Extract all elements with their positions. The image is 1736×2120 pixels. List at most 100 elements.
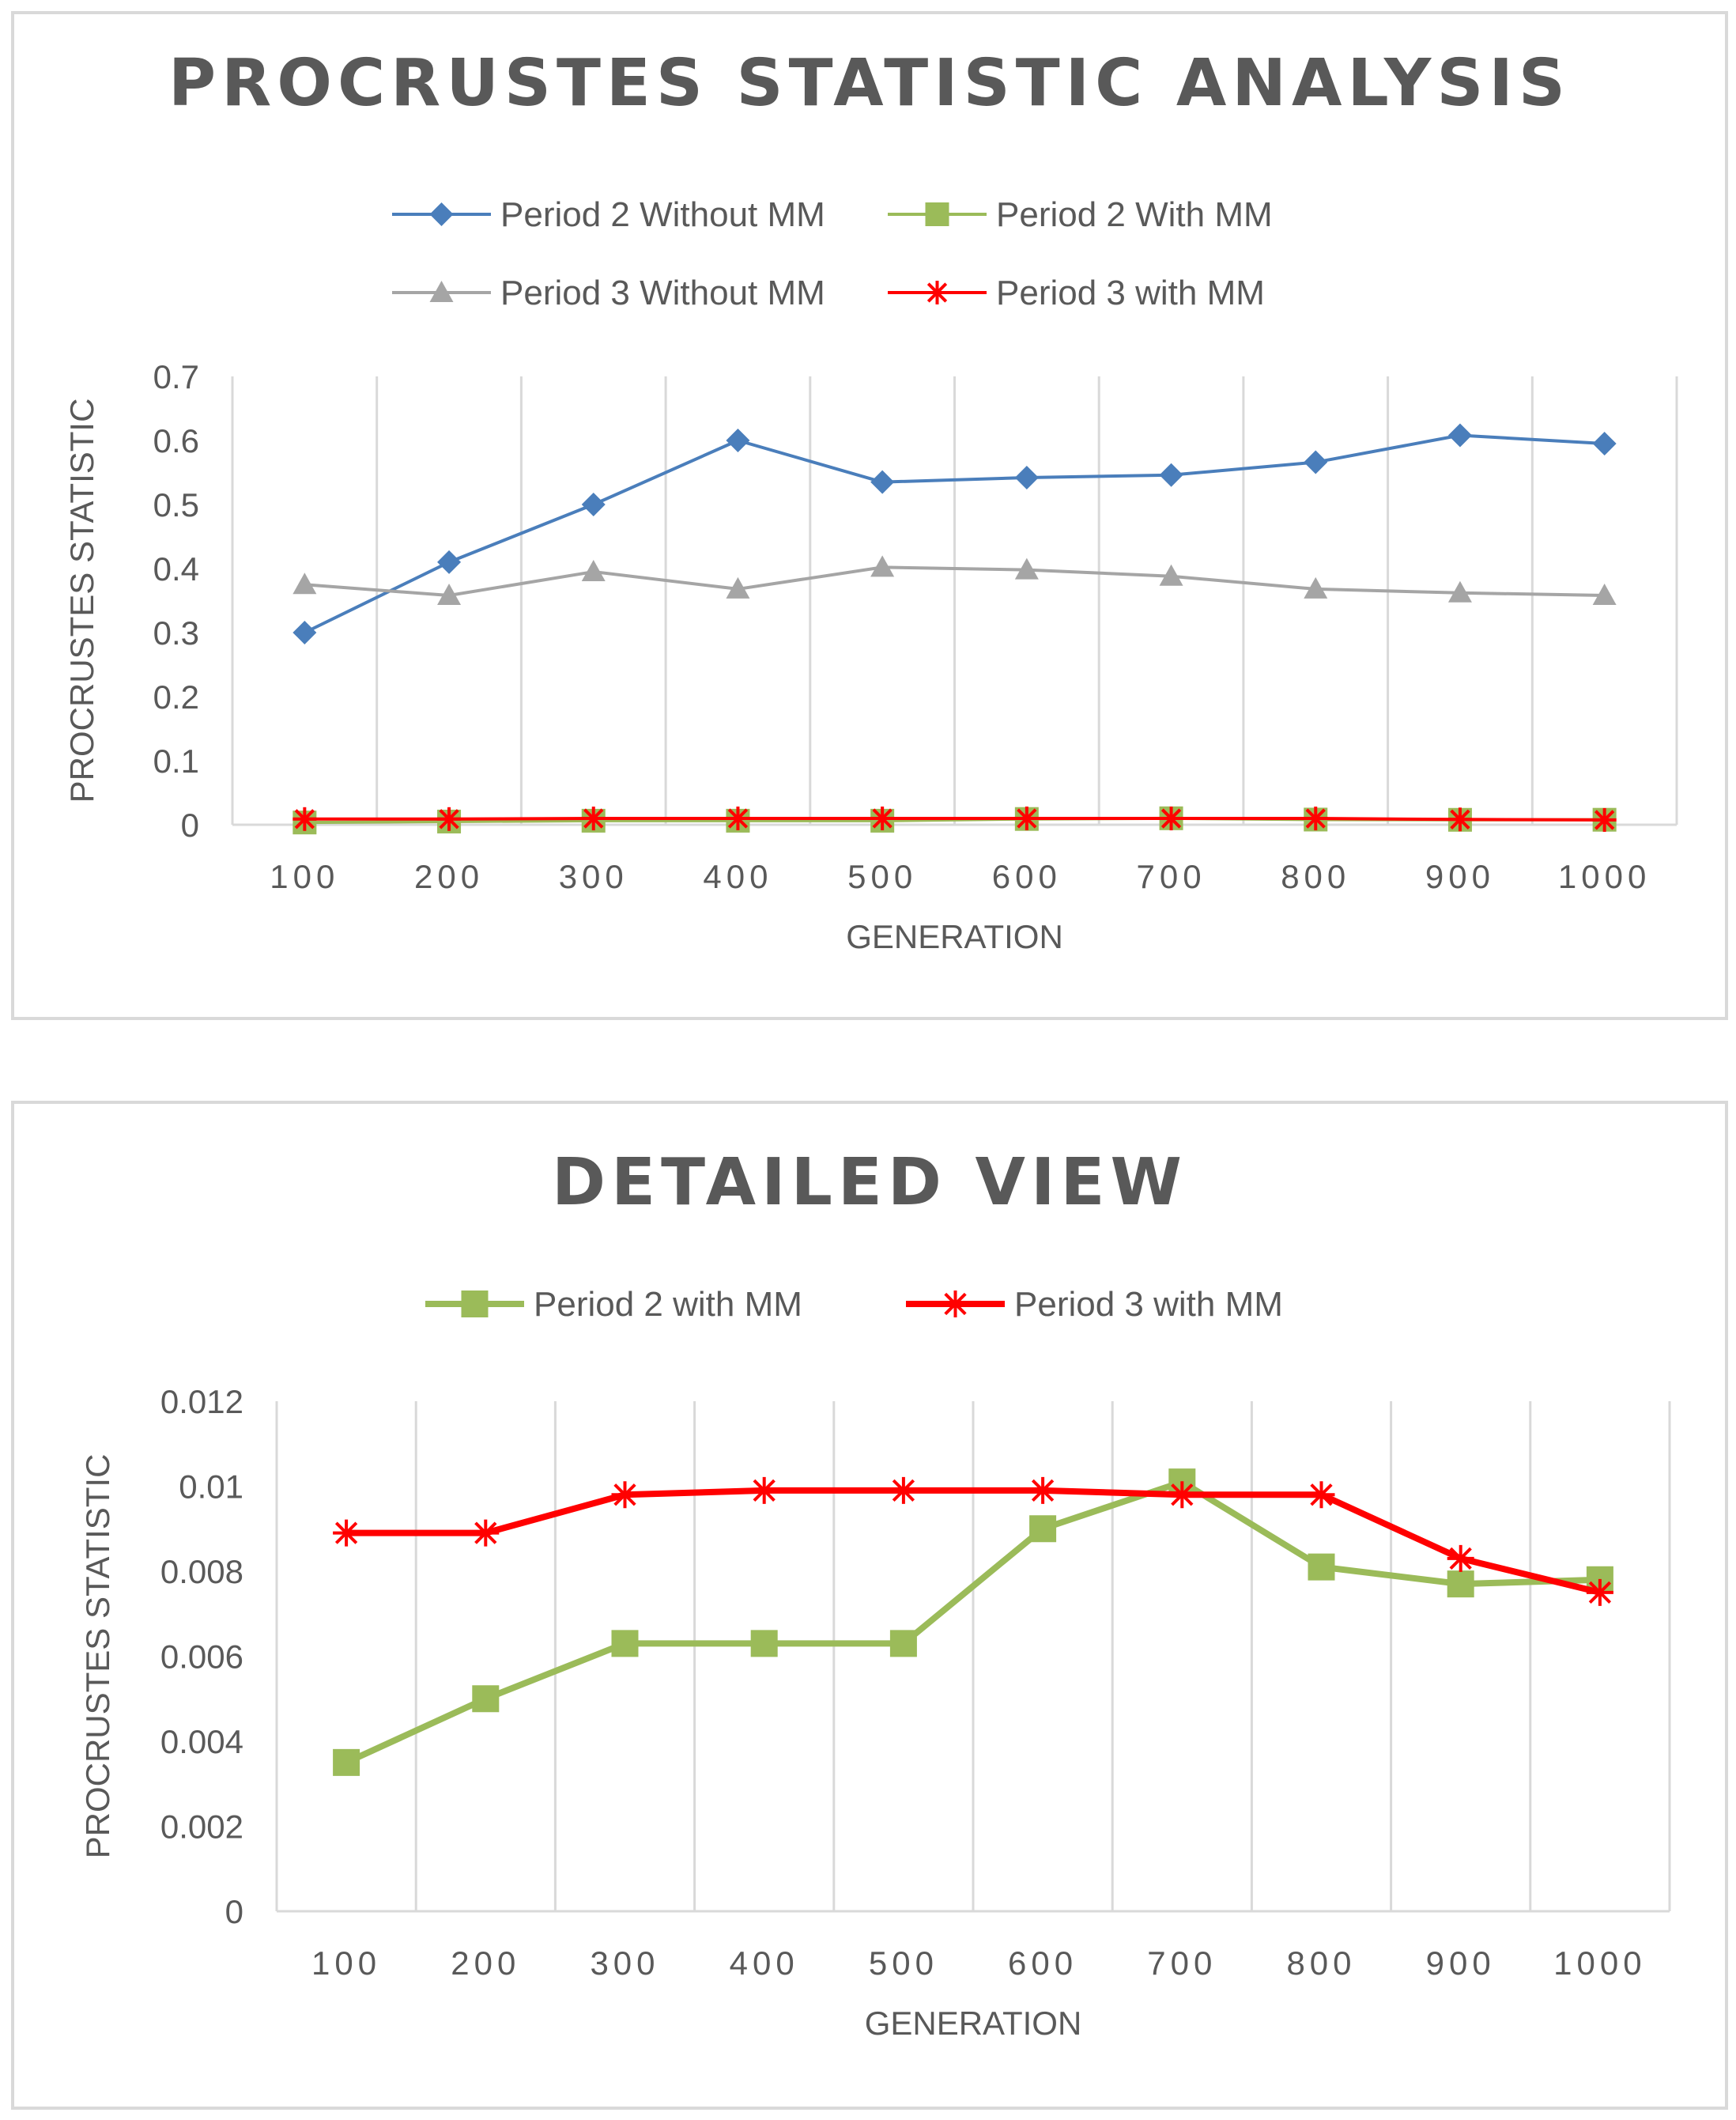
chart-2-series-1-point-8-stroke-d2 <box>1449 1547 1472 1570</box>
chart-2-series-1-point-3-stroke-d2 <box>753 1479 776 1502</box>
chart-1-series-3-point-0 <box>292 807 317 831</box>
chart-1-x-tick-8: 900 <box>1425 858 1495 895</box>
chart-2-x-tick-4: 500 <box>869 1944 938 1982</box>
chart-1-x-tick-4: 500 <box>847 858 917 895</box>
chart-1-y-tick-4: 0.4 <box>153 550 199 588</box>
chart-2-series-0-point-7 <box>1308 1553 1335 1581</box>
chart-1-series-2-point-2 <box>581 560 606 582</box>
chart-1-series-0-point-9 <box>1592 432 1617 456</box>
chart-1-legend-marker-3 <box>925 281 949 304</box>
chart-1-series-2 <box>292 555 1617 606</box>
chart-2-series-1-point-2-stroke-d2 <box>613 1483 636 1506</box>
chart-1-series-3-point-3 <box>726 806 750 830</box>
chart-2-series-0-point-2 <box>611 1630 639 1657</box>
chart-2-series-1-point-6 <box>1168 1481 1196 1509</box>
chart-1-x-tick-0: 100 <box>270 858 339 895</box>
chart-2-series-1-point-9-stroke-d2 <box>1588 1581 1612 1604</box>
chart-1-x-tick-3: 400 <box>703 858 772 895</box>
chart-1-x-tick-7: 800 <box>1281 858 1350 895</box>
chart-2-series-1-point-2 <box>611 1481 639 1509</box>
chart-1-series-3-point-4-stroke-d2 <box>872 808 893 829</box>
chart-2-series-1-point-0-stroke-d2 <box>334 1521 358 1544</box>
chart-1-legend-label-1: Period 2 With MM <box>996 195 1273 234</box>
chart-2-legend-marker-1-stroke-d2 <box>944 1292 967 1316</box>
chart-1-series-3-point-2 <box>581 807 606 831</box>
chart-2-y-axis-title: PROCRUSTES STATISTIC <box>79 1454 116 1859</box>
chart-1-series-2-point-1 <box>437 584 462 606</box>
chart-2-x-tick-2: 300 <box>590 1944 659 1982</box>
chart-2-series-1-point-3 <box>750 1476 778 1504</box>
chart-1-series-3-point-4 <box>870 806 895 830</box>
chart-2-series-1-point-9 <box>1586 1578 1613 1606</box>
chart-1-series-0 <box>292 423 1617 644</box>
chart-1-series-3-point-8 <box>1447 807 1472 832</box>
chart-1-series-2-point-0 <box>292 573 317 595</box>
chart-1-series-0-line <box>304 433 1605 634</box>
chart-2-y-tick-4: 0.008 <box>160 1553 243 1590</box>
chart-1-series-0-point-5 <box>1014 465 1039 489</box>
chart-1-y-tick-7: 0.7 <box>153 358 199 395</box>
chart-1-legend-marker-3-stroke-d2 <box>926 282 948 303</box>
chart-1-series-3-point-1 <box>437 807 462 831</box>
chart-2-x-tick-5: 600 <box>1008 1944 1077 1982</box>
chart-1-series-2-point-5 <box>1014 557 1039 580</box>
chart-1-y-axis-title: PROCRUSTES STATISTIC <box>63 399 100 803</box>
chart-1-series-0-point-6 <box>1159 463 1183 487</box>
chart-1-series-3-point-8-stroke-d2 <box>1450 809 1470 829</box>
chart-2-legend-marker-0 <box>461 1291 489 1317</box>
chart-1-x-tick-2: 300 <box>559 858 628 895</box>
chart-2-series-0-point-4 <box>889 1630 917 1657</box>
detailed-view-chart: DETAILED VIEW Period 2 with MM Period 3 wi… <box>11 1101 1728 2110</box>
chart-1-series-3-point-7-stroke-d2 <box>1305 808 1326 829</box>
chart-2-series-1-point-1-stroke-d2 <box>474 1521 497 1544</box>
chart-1-legend-label-0: Period 2 Without MM <box>500 195 825 234</box>
chart-1-legend-label-3: Period 3 with MM <box>996 274 1265 312</box>
chart-1-y-tick-1: 0.1 <box>153 743 199 780</box>
chart-1-y-tick-5: 0.5 <box>153 486 199 523</box>
chart-1-legend-marker-0 <box>429 202 454 226</box>
chart-1-x-axis-title: GENERATION <box>846 918 1063 955</box>
chart-2-series-0-point-3 <box>750 1630 778 1657</box>
chart-2-y-tick-6: 0.012 <box>160 1383 243 1420</box>
chart-1-y-tick-3: 0.3 <box>153 614 199 652</box>
chart-1-series-3-line <box>304 816 1605 822</box>
chart-1-x-tick-1: 200 <box>414 858 484 895</box>
chart-2-series-1-point-4-stroke-d2 <box>892 1479 915 1502</box>
chart-2-series-1-point-5-stroke-d2 <box>1031 1479 1055 1502</box>
chart-1-series-3-point-5 <box>1014 806 1039 830</box>
chart-2-series-1-point-0 <box>333 1519 360 1547</box>
chart-2-x-tick-8: 900 <box>1426 1944 1496 1982</box>
chart-2-x-tick-1: 200 <box>451 1944 520 1982</box>
chart-1-series-3-point-5-stroke-d2 <box>1017 808 1037 829</box>
chart-1-series-3 <box>292 806 1617 832</box>
procrustes-analysis-chart: PROCRUSTES STATISTIC ANALYSIS Period 2 Wi… <box>11 11 1728 1020</box>
chart-1-series-0-point-4 <box>870 470 895 494</box>
chart-2-y-tick-0: 0 <box>225 1893 243 1930</box>
chart-1-series-0-point-1 <box>437 550 462 574</box>
chart-2-series-0 <box>333 1468 1613 1776</box>
chart-2-x-tick-7: 800 <box>1286 1944 1356 1982</box>
chart-1-series-2-line <box>304 565 1605 598</box>
chart-1-y-tick-6: 0.6 <box>153 422 199 459</box>
chart-2-x-tick-3: 400 <box>730 1944 799 1982</box>
chart-2-series-1-point-7-stroke-d2 <box>1310 1483 1333 1506</box>
chart-2-series-0-point-1 <box>472 1685 500 1713</box>
chart-1-x-tick-5: 600 <box>992 858 1062 895</box>
chart-1-series-2-point-6 <box>1159 564 1183 586</box>
chart-1-title: PROCRUSTES STATISTIC ANALYSIS <box>168 46 1571 121</box>
chart-1-series-2-point-4 <box>870 555 895 577</box>
chart-2-x-tick-6: 700 <box>1147 1944 1217 1982</box>
chart-1-legend-marker-2 <box>429 281 454 302</box>
chart-1-series-3-point-0-stroke-d2 <box>294 809 315 829</box>
chart-1-y-tick-2: 0.2 <box>153 678 199 716</box>
chart-2-y-tick-1: 0.002 <box>160 1808 243 1846</box>
chart-2-title: DETAILED VIEW <box>552 1145 1187 1220</box>
chart-2-x-axis-title: GENERATION <box>865 2005 1082 2042</box>
chart-2-x-tick-9: 1000 <box>1553 1944 1646 1982</box>
chart-1-series-0-point-7 <box>1304 450 1328 474</box>
chart-2-series-1-line <box>346 1487 1601 1596</box>
chart-1-series-0-point-0 <box>292 621 317 644</box>
chart-1-y-tick-0: 0 <box>181 807 199 844</box>
chart-1-series-3-point-3-stroke-d2 <box>727 808 749 829</box>
chart-1-svg: PROCRUSTES STATISTIC ANALYSIS Period 2 Wi… <box>63 46 1678 955</box>
